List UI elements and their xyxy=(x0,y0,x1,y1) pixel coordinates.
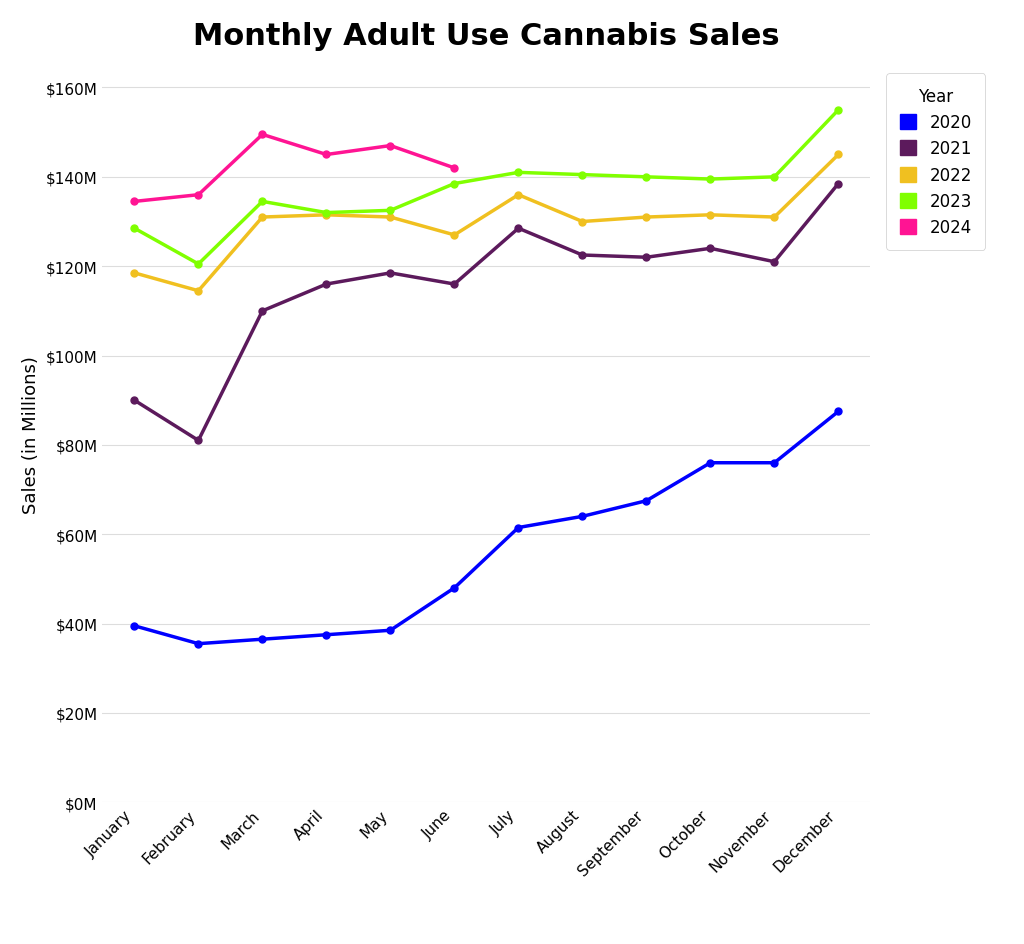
2022 xyxy=(577,216,589,228)
2020 xyxy=(640,496,652,507)
2023 xyxy=(640,172,652,183)
Line: 2024: 2024 xyxy=(131,132,458,206)
2020 xyxy=(193,638,205,649)
2023 xyxy=(705,175,717,186)
Line: 2023: 2023 xyxy=(131,108,842,268)
2024 xyxy=(321,150,333,161)
Y-axis label: Sales (in Millions): Sales (in Millions) xyxy=(23,355,40,514)
2020 xyxy=(256,633,268,645)
2020 xyxy=(384,625,396,636)
2022 xyxy=(384,212,396,224)
Legend: 2020, 2021, 2022, 2023, 2024: 2020, 2021, 2022, 2023, 2024 xyxy=(887,75,985,250)
2022 xyxy=(128,268,140,279)
2023 xyxy=(128,224,140,235)
2023 xyxy=(833,105,845,116)
2021 xyxy=(256,306,268,317)
2022 xyxy=(768,212,780,224)
2021 xyxy=(705,244,717,255)
2021 xyxy=(577,250,589,261)
2021 xyxy=(449,279,461,291)
Title: Monthly Adult Use Cannabis Sales: Monthly Adult Use Cannabis Sales xyxy=(194,23,779,51)
2021 xyxy=(512,224,524,235)
2022 xyxy=(256,212,268,224)
2021 xyxy=(640,252,652,263)
2024 xyxy=(256,129,268,141)
2022 xyxy=(321,210,333,221)
Line: 2021: 2021 xyxy=(131,181,842,445)
2022 xyxy=(512,190,524,201)
2021 xyxy=(384,268,396,279)
2022 xyxy=(705,210,717,221)
2020 xyxy=(128,620,140,632)
Line: 2020: 2020 xyxy=(131,409,842,648)
2023 xyxy=(512,167,524,178)
2020 xyxy=(449,582,461,594)
2024 xyxy=(128,196,140,208)
2023 xyxy=(256,196,268,208)
2022 xyxy=(833,150,845,161)
2020 xyxy=(768,458,780,469)
2022 xyxy=(193,286,205,297)
2020 xyxy=(321,630,333,641)
2021 xyxy=(128,396,140,407)
2021 xyxy=(768,257,780,268)
2020 xyxy=(577,511,589,522)
2020 xyxy=(512,522,524,533)
2023 xyxy=(384,206,396,217)
2022 xyxy=(640,212,652,224)
2020 xyxy=(705,458,717,469)
2020 xyxy=(833,406,845,417)
2023 xyxy=(768,172,780,183)
2024 xyxy=(384,141,396,152)
2023 xyxy=(321,208,333,219)
2021 xyxy=(193,435,205,447)
2024 xyxy=(449,163,461,175)
2023 xyxy=(449,178,461,190)
2021 xyxy=(321,279,333,291)
2023 xyxy=(193,259,205,270)
2022 xyxy=(449,230,461,242)
2023 xyxy=(577,170,589,181)
2024 xyxy=(193,190,205,201)
Line: 2022: 2022 xyxy=(131,152,842,295)
2021 xyxy=(833,178,845,190)
